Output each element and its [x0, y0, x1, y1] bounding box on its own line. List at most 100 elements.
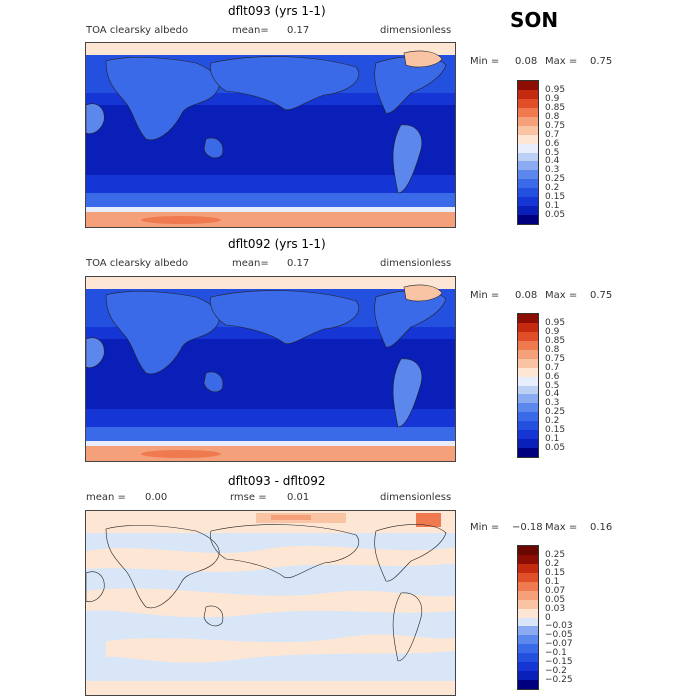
colorbar-tick-label: 0.9	[545, 326, 560, 337]
panel-1-variable-label: TOA clearsky albedo	[86, 25, 189, 36]
panel-3-min-label: Min =	[470, 522, 500, 533]
panel-3-map	[85, 510, 456, 696]
colorbar-tick-label: 0.2	[545, 183, 560, 194]
panel-1-map	[85, 42, 456, 228]
panel-2-max-value: 0.75	[590, 290, 613, 301]
panel-2-map	[85, 276, 456, 462]
colorbar-segment	[518, 322, 538, 332]
colorbar-segment	[518, 215, 538, 224]
colorbar-tick-label: 0.6	[545, 371, 560, 382]
colorbar-tick-label: 0.75	[545, 120, 566, 131]
colorbar-tick-label: 0.2	[545, 416, 560, 427]
panel-3-max-label: Max =	[545, 522, 578, 533]
colorbar-segment	[518, 206, 538, 216]
panel-2-units: dimensionless	[380, 258, 452, 269]
colorbar-tick-label: −0.07	[545, 639, 573, 650]
colorbar-segment	[518, 608, 538, 618]
colorbar-tick-label: 0.9	[545, 93, 560, 104]
colorbar-segment	[518, 89, 538, 99]
colorbar-tick-label: 0.03	[545, 603, 566, 614]
panel-2-colorbar	[517, 313, 539, 458]
colorbar-segment	[518, 590, 538, 600]
colorbar-tick-label: 0.5	[545, 147, 560, 158]
colorbar-segment	[518, 170, 538, 180]
colorbar-tick-label: 0.8	[545, 344, 560, 355]
panel-3-mean-label: mean =	[86, 492, 126, 503]
colorbar-tick-label: −0.15	[545, 657, 573, 668]
panel-3-map-svg	[86, 511, 455, 695]
colorbar-tick-label: 0.25	[545, 549, 566, 560]
panel-1-max-label: Max =	[545, 56, 578, 67]
colorbar-segment	[518, 116, 538, 126]
colorbar-tick-label: 0.25	[545, 174, 566, 185]
colorbar-segment	[518, 314, 538, 323]
colorbar-segment	[518, 439, 538, 449]
panel-3-min-value: −0.18	[512, 522, 543, 533]
colorbar-segment	[518, 188, 538, 198]
panel-3-colorbar	[517, 545, 539, 690]
colorbar-segment	[518, 412, 538, 422]
panel-1-min-value: 0.08	[515, 56, 538, 67]
panel-2-variable-label: TOA clearsky albedo	[86, 258, 189, 269]
colorbar-tick-label: 0.5	[545, 380, 560, 391]
colorbar-tick-label: 0.1	[545, 201, 560, 212]
panel-1-title: dflt093 (yrs 1-1)	[228, 4, 326, 18]
colorbar-segment	[518, 134, 538, 144]
colorbar-tick-label: 0.05	[545, 210, 566, 221]
colorbar-segment	[518, 546, 538, 555]
colorbar-tick-label: 0.7	[545, 129, 560, 140]
colorbar-segment	[518, 385, 538, 395]
colorbar-tick-label: 0.15	[545, 192, 566, 203]
colorbar-segment	[518, 581, 538, 591]
panel-2-title: dflt092 (yrs 1-1)	[228, 237, 326, 251]
colorbar-tick-label: −0.25	[545, 675, 573, 686]
colorbar-tick-label: 0.1	[545, 576, 560, 587]
colorbar-tick-label: 0.3	[545, 165, 560, 176]
colorbar-segment	[518, 671, 538, 681]
colorbar-tick-label: 0.95	[545, 317, 566, 328]
colorbar-segment	[518, 107, 538, 117]
colorbar-tick-label: 0.4	[545, 389, 560, 400]
colorbar-tick-label: −0.03	[545, 621, 573, 632]
colorbar-segment	[518, 599, 538, 609]
panel-2-map-svg	[86, 277, 455, 461]
colorbar-segment	[518, 635, 538, 645]
colorbar-tick-label: 0.3	[545, 398, 560, 409]
panel-3-max-value: 0.16	[590, 522, 613, 533]
panel-3-mean-value: 0.00	[145, 492, 168, 503]
colorbar-tick-label: 0.75	[545, 353, 566, 364]
colorbar-segment	[518, 143, 538, 153]
colorbar-tick-label: 0.2	[545, 558, 560, 569]
colorbar-tick-label: −0.2	[545, 666, 567, 677]
season-label: SON	[510, 8, 559, 32]
colorbar-tick-label: 0.05	[545, 594, 566, 605]
colorbar-segment	[518, 394, 538, 404]
colorbar-segment	[518, 81, 538, 90]
colorbar-segment	[518, 349, 538, 359]
colorbar-tick-label: 0.85	[545, 335, 566, 346]
colorbar-segment	[518, 448, 538, 457]
colorbar-tick-label: 0.05	[545, 443, 566, 454]
colorbar-tick-label: 0.07	[545, 585, 566, 596]
colorbar-tick-label: 0.95	[545, 84, 566, 95]
colorbar-tick-label: 0.7	[545, 362, 560, 373]
panel-2-min-value: 0.08	[515, 290, 538, 301]
panel-3-title: dflt093 - dflt092	[228, 474, 326, 488]
panel-1-max-value: 0.75	[590, 56, 613, 67]
colorbar-tick-label: 0.6	[545, 138, 560, 149]
colorbar-segment	[518, 563, 538, 573]
colorbar-segment	[518, 152, 538, 162]
panel-1-mean-value: 0.17	[287, 25, 310, 36]
colorbar-segment	[518, 680, 538, 689]
colorbar-segment	[518, 403, 538, 413]
panel-2-min-label: Min =	[470, 290, 500, 301]
panel-3-rmse-value: 0.01	[287, 492, 310, 503]
colorbar-segment	[518, 554, 538, 564]
panel-2-mean-value: 0.17	[287, 258, 310, 269]
colorbar-segment	[518, 662, 538, 672]
colorbar-segment	[518, 367, 538, 377]
colorbar-segment	[518, 340, 538, 350]
colorbar-segment	[518, 125, 538, 135]
colorbar-segment	[518, 358, 538, 368]
panel-1-min-label: Min =	[470, 56, 500, 67]
